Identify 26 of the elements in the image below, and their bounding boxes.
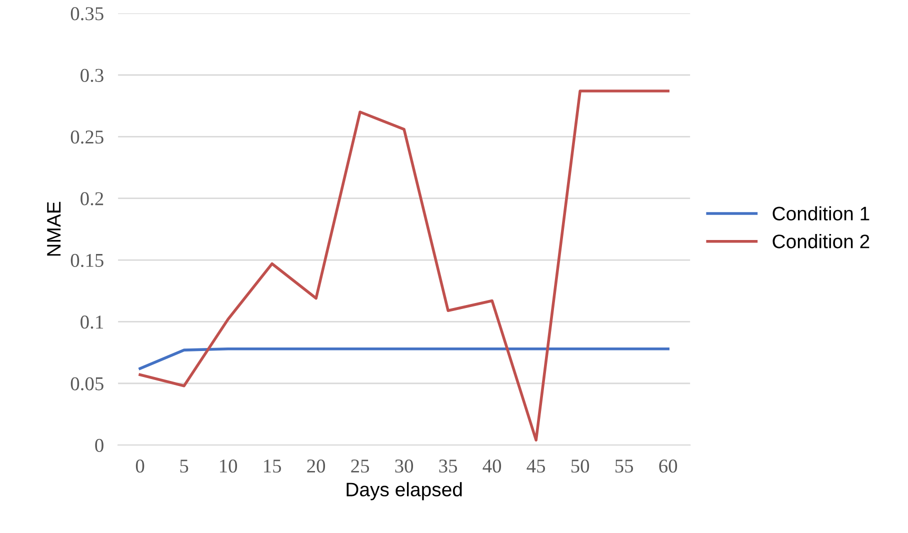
- y-axis-title: NMAE: [47, 202, 61, 256]
- y-tick-label: 0.2: [80, 192, 104, 206]
- y-tick-label: 0.25: [70, 130, 104, 144]
- x-tick-label: 45: [526, 460, 546, 473]
- y-tick-label: 0.3: [80, 68, 104, 82]
- legend-label: Condition 2: [772, 234, 870, 248]
- y-tick-label: 0.1: [80, 316, 103, 329]
- x-tick-label: 5: [180, 460, 188, 473]
- x-tick-label: 30: [395, 460, 414, 473]
- x-tick-label: 35: [439, 460, 458, 473]
- x-tick-label: 55: [615, 460, 634, 473]
- x-tick-label: 40: [482, 460, 502, 473]
- x-tick-label: 20: [307, 460, 326, 473]
- y-tick-label: 0.15: [70, 254, 104, 268]
- y-tick-label: 0.35: [70, 7, 104, 20]
- x-tick-label: 60: [659, 460, 678, 473]
- line-series: [138, 90, 670, 442]
- y-tick-label: 0: [95, 438, 104, 452]
- x-tick-label: 10: [220, 460, 238, 473]
- x-axis-title: Days elapsed: [346, 482, 462, 500]
- x-tick-label: 0: [136, 460, 144, 473]
- x-tick-label: 25: [351, 460, 370, 473]
- y-tick-label: 0.05: [70, 377, 104, 390]
- legend-label: Condition 1: [772, 206, 870, 220]
- x-tick-label: 50: [571, 460, 590, 473]
- x-tick-label: 15: [264, 460, 282, 473]
